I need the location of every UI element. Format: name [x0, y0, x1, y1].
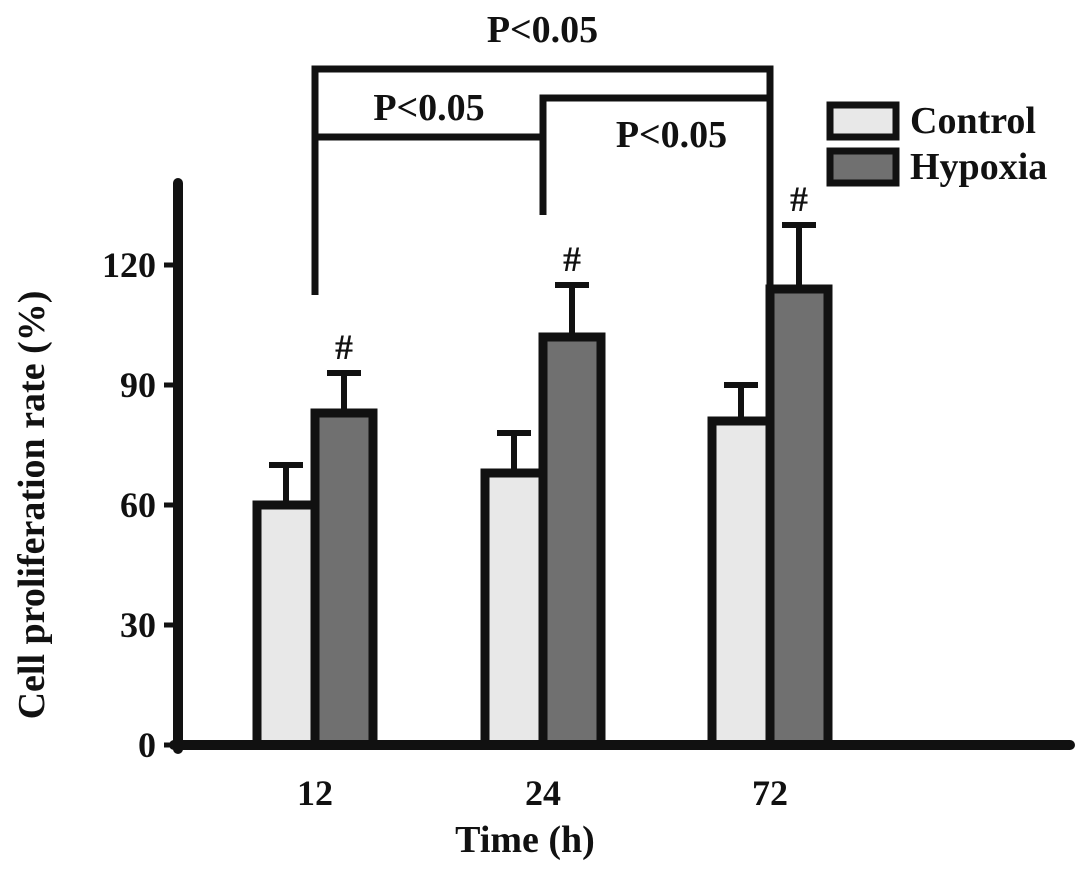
annotations-layer: # # #: [335, 179, 808, 367]
y-axis-title: Cell proliferation rate (%): [11, 291, 53, 720]
significance-bracket-24-72: [539, 94, 774, 215]
significance-mark-24: #: [563, 239, 581, 279]
significance-label-24-72: P<0.05: [616, 114, 727, 156]
x-axis-title: Time (h): [455, 819, 595, 861]
significance-mark-12: #: [335, 327, 353, 367]
y-tick-label-0: 0: [138, 725, 156, 765]
bar-control-12: [252, 500, 320, 750]
error-bars-layer: [269, 222, 816, 505]
ticks-layer: 0 30 60 90 120 12 24 72: [102, 245, 788, 813]
legend-label-control: Control: [910, 100, 1036, 142]
legend-swatch-hypoxia: [826, 147, 900, 187]
legend-label-hypoxia: Hypoxia: [910, 146, 1047, 188]
axes-layer: [169, 178, 1075, 754]
significance-brackets-layer: P<0.05P<0.05P<0.05: [311, 9, 774, 295]
bar-control-72: [707, 416, 775, 750]
x-tick-label-24: 24: [525, 773, 561, 813]
bar-hypoxia-72: [765, 284, 833, 750]
bar-hypoxia-12: [310, 408, 378, 750]
significance-bracket-12-24: [311, 133, 547, 295]
bar-control-24: [480, 468, 548, 750]
y-tick-label-60: 60: [120, 485, 156, 525]
bar-hypoxia-24: [538, 332, 606, 750]
y-tick-label-30: 30: [120, 605, 156, 645]
significance-label-12-72: P<0.05: [487, 9, 598, 51]
x-tick-label-72: 72: [752, 773, 788, 813]
y-tick-label-90: 90: [120, 365, 156, 405]
y-tick-label-120: 120: [102, 245, 156, 285]
significance-mark-72: #: [790, 179, 808, 219]
significance-label-12-24: P<0.05: [373, 87, 484, 129]
legend-swatch-control: [826, 101, 900, 141]
x-tick-label-12: 12: [297, 773, 333, 813]
